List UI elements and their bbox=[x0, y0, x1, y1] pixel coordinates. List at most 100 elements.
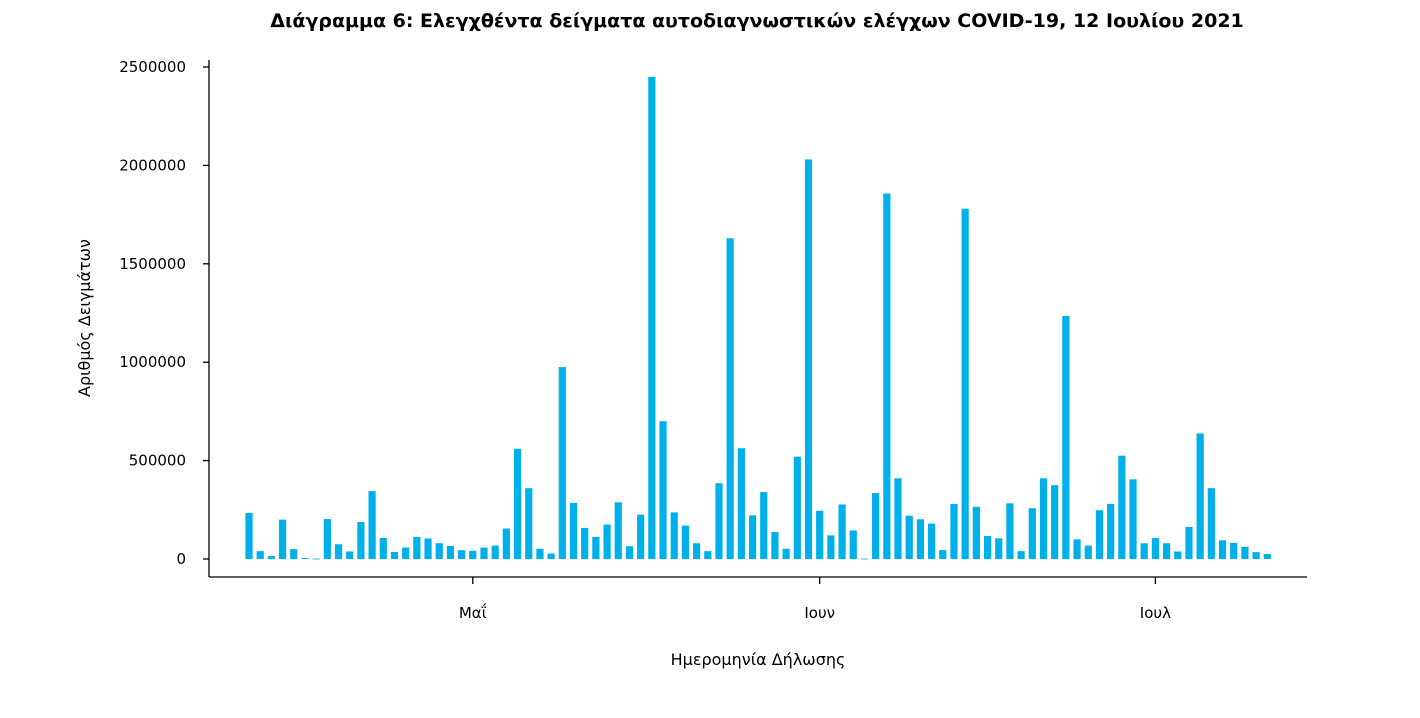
bars-group bbox=[245, 76, 1271, 560]
bar bbox=[1263, 554, 1271, 559]
bar bbox=[390, 551, 399, 559]
bar bbox=[1095, 510, 1104, 559]
bar bbox=[1218, 540, 1227, 559]
bar bbox=[1207, 488, 1215, 559]
bar bbox=[536, 548, 544, 559]
bar bbox=[469, 550, 477, 559]
y-tick-label: 1500000 bbox=[119, 255, 186, 273]
x-tick-label: Ιουλ bbox=[1140, 604, 1171, 622]
bar bbox=[334, 544, 343, 559]
y-tick-label: 1000000 bbox=[119, 353, 186, 371]
bar bbox=[793, 456, 801, 559]
bar bbox=[424, 538, 432, 559]
bar bbox=[883, 193, 891, 559]
bar bbox=[558, 367, 566, 559]
bar bbox=[659, 421, 667, 559]
bar bbox=[312, 558, 320, 560]
bar bbox=[1073, 539, 1081, 559]
bar bbox=[916, 519, 924, 559]
y-tick-label: 500000 bbox=[129, 452, 186, 470]
bar bbox=[1252, 552, 1260, 559]
bar bbox=[1118, 455, 1126, 559]
y-tick-label: 0 bbox=[176, 550, 186, 568]
bar bbox=[1162, 543, 1171, 559]
bar bbox=[592, 536, 600, 559]
bar bbox=[368, 491, 376, 559]
bar bbox=[849, 530, 857, 559]
x-tick-label: Ιουν bbox=[804, 604, 835, 622]
bar bbox=[402, 547, 410, 559]
bar bbox=[1185, 526, 1193, 559]
bar bbox=[827, 535, 835, 559]
bar bbox=[1017, 551, 1025, 559]
x-tick-label: Μαΐ bbox=[459, 602, 487, 622]
bar bbox=[346, 551, 354, 559]
bar bbox=[681, 525, 690, 559]
y-axis-label: Αριθμός Δειγμάτων bbox=[75, 239, 94, 397]
bar bbox=[502, 528, 510, 559]
bar bbox=[379, 537, 387, 559]
bar bbox=[1028, 508, 1036, 559]
bar bbox=[1174, 551, 1182, 559]
bar bbox=[1084, 545, 1092, 559]
bar bbox=[737, 448, 745, 559]
bar bbox=[872, 493, 880, 559]
bar bbox=[726, 238, 734, 559]
bar bbox=[581, 527, 589, 559]
bar bbox=[1039, 478, 1048, 559]
bar bbox=[771, 532, 779, 559]
bar bbox=[748, 515, 757, 559]
bar bbox=[290, 549, 298, 559]
bar bbox=[480, 547, 488, 559]
bar bbox=[704, 551, 712, 559]
bar bbox=[435, 543, 443, 559]
bar bbox=[547, 553, 555, 559]
bar bbox=[939, 550, 947, 559]
bar bbox=[782, 548, 790, 559]
bar bbox=[961, 208, 969, 560]
bar bbox=[972, 506, 980, 559]
bar bbox=[648, 76, 656, 559]
chart-title: Διάγραμμα 6: Ελεγχθέντα δείγματα αυτοδια… bbox=[270, 10, 1244, 32]
bar bbox=[446, 546, 455, 559]
y-ticks: 0 500000 1000000 1500000 2000000 2500000 bbox=[119, 58, 209, 568]
bar bbox=[637, 514, 645, 559]
bar bbox=[1196, 433, 1204, 559]
bar bbox=[1006, 503, 1014, 559]
bar bbox=[525, 488, 533, 559]
bar bbox=[625, 546, 634, 559]
bar bbox=[1107, 503, 1115, 559]
bar bbox=[995, 538, 1003, 559]
bar bbox=[569, 502, 578, 559]
bar bbox=[983, 535, 992, 559]
bar bbox=[278, 519, 287, 559]
bar bbox=[1062, 315, 1070, 559]
bar bbox=[301, 558, 309, 559]
bar bbox=[256, 551, 264, 559]
y-tick-label: 2000000 bbox=[119, 156, 186, 174]
bar bbox=[513, 448, 522, 559]
bar bbox=[1241, 546, 1249, 559]
bar bbox=[927, 523, 936, 559]
bar bbox=[603, 524, 611, 559]
bar bbox=[413, 536, 421, 559]
bar bbox=[458, 550, 466, 559]
bar bbox=[1140, 543, 1148, 559]
bar bbox=[1129, 479, 1137, 559]
bar bbox=[894, 478, 902, 559]
bar bbox=[715, 483, 723, 559]
x-ticks: Μαΐ Ιουν Ιουλ bbox=[459, 577, 1171, 622]
bar bbox=[670, 512, 678, 559]
y-tick-label: 2500000 bbox=[119, 58, 186, 76]
bar bbox=[245, 512, 253, 559]
bar bbox=[860, 558, 869, 560]
bar bbox=[905, 515, 913, 559]
bar bbox=[614, 502, 622, 559]
bar bbox=[1230, 542, 1238, 559]
bar bbox=[804, 159, 813, 559]
bar bbox=[267, 556, 275, 559]
bar bbox=[693, 543, 701, 559]
bar bbox=[816, 510, 824, 559]
bar bbox=[1151, 537, 1159, 559]
bar bbox=[491, 545, 499, 559]
